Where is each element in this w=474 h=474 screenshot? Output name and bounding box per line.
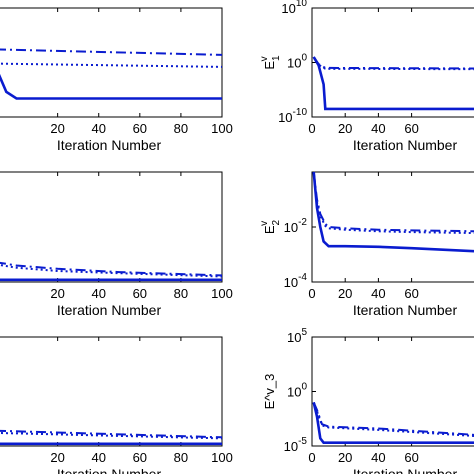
axes-frame [311,7,474,118]
x-tick-label: 40 [91,121,105,136]
axes-frame [0,336,223,447]
x-axis-label: Iteration Number [57,466,162,474]
series-line-solid [312,171,474,253]
series-line-dashed [0,261,223,277]
x-tick-label: 60 [404,450,418,465]
x-tick-label: 0 [308,450,315,465]
x-tick-label: 80 [174,450,188,465]
series-line-solid [312,402,474,445]
x-tick-label: 40 [91,450,105,465]
x-tick-label: 60 [404,121,418,136]
x-axis-label: Iteration Number [57,137,162,153]
x-tick-label: 60 [133,121,147,136]
x-tick-label: 20 [338,450,352,465]
series-line-dashed [0,429,223,439]
x-tick-label: 80 [174,121,188,136]
x-axis-label: Iteration Number [353,302,458,318]
axes-frame [0,171,223,283]
y-tick-label: 10-10 [278,107,307,125]
series-line-dotted [312,402,474,437]
panel-middle-left: 20 40 60 80 100 Iteration Number [0,171,233,318]
y-tick-label: 105 [287,327,307,345]
x-tick-label: 20 [50,121,64,136]
series-line-dashed [312,56,474,70]
x-tick-label: 0 [308,286,315,301]
panel-top-left: 20 40 60 80 100 Iteration Number [0,7,233,153]
series-line-dotted [0,62,223,68]
y-tick-label: 10-2 [284,217,308,235]
x-tick-label: 60 [133,450,147,465]
x-tick-label: 20 [50,286,64,301]
y-tick-label: 10-4 [284,272,308,290]
y-tick-label: 1010 [281,0,307,16]
x-tick-label: 20 [338,121,352,136]
x-tick-label: 20 [50,450,64,465]
x-axis-label: Iteration Number [353,137,458,153]
x-tick-label: 60 [404,286,418,301]
axes-frame [0,7,223,118]
x-tick-label: 40 [371,450,385,465]
x-axis-label: Iteration Number [353,466,458,474]
x-tick-label: 80 [174,286,188,301]
y-tick-label: 100 [287,382,307,400]
x-tick-label: 60 [133,286,147,301]
series-line-solid [312,56,474,111]
x-tick-label: 40 [371,286,385,301]
y-axis-label: E^v_3 [262,374,277,410]
y-tick-label: 100 [287,53,307,71]
y-axis-label: E1v [259,55,282,70]
x-tick-label: 40 [371,121,385,136]
x-tick-label: 100 [211,286,233,301]
series-line-dotted [0,264,223,278]
y-tick-label: 10-5 [284,436,308,454]
panel-bottom-left: 20 40 60 80 100 Iteration Number [0,336,233,474]
series-line-dotted [312,171,474,235]
x-tick-label: 100 [211,450,233,465]
series-line-dashed [312,171,474,233]
series-line-solid [0,73,222,100]
series-line-dashed [0,48,223,56]
x-tick-label: 100 [211,121,233,136]
x-axis-label: Iteration Number [57,302,162,318]
y-axis-label: E2v [259,219,282,234]
x-tick-label: 40 [91,286,105,301]
x-tick-label: 0 [308,121,315,136]
x-tick-label: 20 [338,286,352,301]
